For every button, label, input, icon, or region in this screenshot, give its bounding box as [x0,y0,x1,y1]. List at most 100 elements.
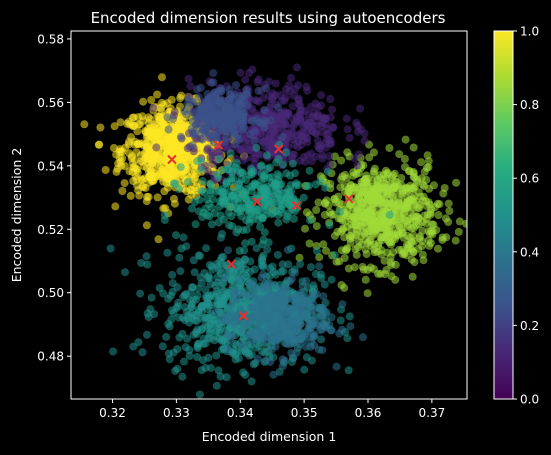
scatter-point [266,314,275,323]
scatter-point [292,348,301,357]
scatter-point [226,107,235,116]
scatter-point [247,237,256,246]
scatter-point [275,172,284,181]
scatter-point [175,185,183,194]
colorbar-tick-label: 0.6 [520,172,539,186]
scatter-point [336,316,345,325]
scatter-point [374,239,383,247]
scatter-point [203,121,212,130]
scatter-point [202,244,211,253]
scatter-point [343,244,352,253]
scatter-point [247,165,256,174]
scatter-point [125,167,134,176]
y-axis: 0.48 0.50 0.52 0.54 0.56 0.58 [37,32,71,364]
scatter-point [252,343,260,352]
scatter-point [207,319,216,328]
scatter-point [232,228,241,237]
scatter-point [137,259,146,267]
scatter-point [269,327,278,336]
scatter-point [263,245,272,254]
scatter-point [143,309,152,318]
scatter-point [236,185,245,194]
scatter-point [183,177,192,186]
x-tick-label: 0.32 [99,406,126,420]
scatter-point [170,199,179,208]
scatter-point [258,240,267,249]
scatter-point [256,222,265,231]
scatter-point [301,224,309,233]
scatter-point [385,227,394,236]
scatter-point [106,244,115,253]
scatter-point [247,303,255,312]
scatter-point [282,169,291,178]
scatter-point [279,286,288,295]
scatter-point [332,257,341,266]
scatter-point [326,95,335,103]
scatter-point [340,283,349,292]
scatter-point [232,159,241,168]
scatter-point [121,143,129,152]
scatter-point [260,116,269,125]
centroid-marker [213,140,224,150]
scatter-point [233,257,242,265]
scatter-point [434,244,442,253]
colorbar-tick-label: 0.8 [520,98,539,112]
scatter-point [208,265,217,274]
scatter-point [454,227,463,236]
scatter-point [325,152,334,161]
scatter-point [355,192,364,200]
scatter-point [231,140,239,149]
scatter-point [409,143,418,152]
scatter-point [219,252,228,261]
scatter-point [269,370,278,379]
scatter-point [207,220,216,229]
scatter-point [193,291,202,300]
scatter-point [404,240,413,249]
scatter-point [168,279,177,288]
scatter-point [142,252,151,261]
scatter-point [405,196,414,205]
scatter-point [305,239,314,248]
scatter-point [281,85,290,94]
scatter-point [358,262,367,271]
scatter-point [255,334,264,343]
scatter-point [228,167,237,176]
scatter-point [340,254,349,262]
scatter-point [191,220,200,229]
scatter-point [312,206,321,214]
centroid-marker [291,200,302,211]
scatter-point [433,199,442,208]
scatter-point [257,273,266,282]
scatter-point [174,313,183,322]
scatter-point [403,222,412,231]
scatter-point [451,236,460,245]
scatter-point [278,355,287,364]
scatter-point [312,270,320,278]
x-tick-label: 0.35 [291,406,318,420]
scatter-point [254,309,263,318]
scatter-point [322,120,330,129]
y-tick-label: 0.48 [37,350,64,364]
scatter-point [193,353,202,361]
scatter-point [196,252,204,260]
scatter-point [282,296,291,305]
scatter-point [232,341,241,350]
scatter-point [259,251,268,260]
scatter-point [163,248,172,257]
scatter-point [278,133,287,141]
scatter-point [216,372,225,381]
scatter-point [382,266,391,274]
scatter-point [279,317,287,325]
scatter-point [138,182,147,191]
scatter-point [219,165,228,174]
y-tick-label: 0.56 [37,96,64,110]
scatter-point [291,303,300,312]
scatter-point [173,302,182,311]
scatter-point [257,136,266,145]
scatter-point [326,113,335,122]
scatter-point [217,84,225,93]
scatter-point [175,333,184,342]
scatter-point [261,143,270,152]
scatter-point [264,137,273,146]
scatter-point [177,244,186,253]
